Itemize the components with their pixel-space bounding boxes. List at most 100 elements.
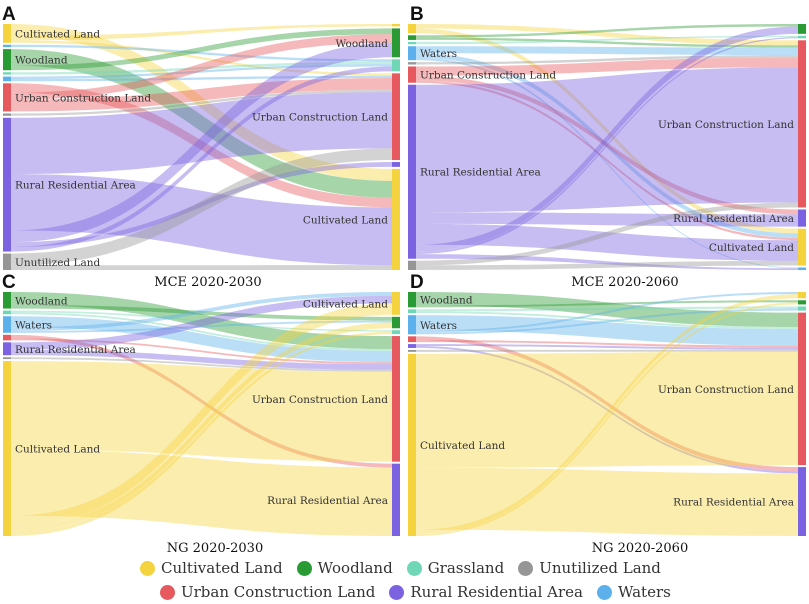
right-node-label: Urban Construction Land bbox=[252, 394, 388, 406]
flow-link-C-7 bbox=[11, 334, 392, 468]
flow-link-A-12 bbox=[11, 89, 392, 116]
left-node-C-grassland bbox=[3, 310, 11, 315]
panel-letter: C bbox=[2, 272, 16, 293]
flow-link-B-5 bbox=[416, 46, 798, 56]
flow-link-B-11 bbox=[416, 80, 798, 241]
flow-link-C-4 bbox=[11, 316, 392, 363]
right-node-label: Urban Construction Land bbox=[252, 112, 388, 124]
right-node-D-grassland bbox=[798, 306, 806, 311]
right-node-A-grassland bbox=[392, 59, 400, 72]
legend-label-grassland: Grassland bbox=[427, 559, 505, 577]
legend-dot-unutilized bbox=[518, 560, 534, 576]
panel-title: NG 2020-2030 bbox=[167, 541, 263, 556]
right-node-label: Rural Residential Area bbox=[673, 497, 794, 509]
links-D bbox=[416, 292, 798, 536]
flow-link-C-16 bbox=[11, 331, 392, 536]
flow-link-B-3 bbox=[416, 37, 798, 48]
left-node-C-rural bbox=[3, 342, 11, 356]
flow-link-A-15 bbox=[11, 42, 392, 243]
left-node-label: Unutilized Land bbox=[15, 257, 100, 269]
flow-link-A-19 bbox=[11, 265, 392, 270]
legend: Cultivated Land Woodland Grassland Unuti… bbox=[140, 556, 700, 604]
flow-link-C-6 bbox=[11, 320, 392, 333]
flow-link-B-4 bbox=[416, 35, 798, 45]
left-node-label: Woodland bbox=[15, 295, 68, 307]
links-A bbox=[11, 24, 392, 270]
flow-link-B-15 bbox=[416, 26, 798, 252]
left-node-D-urban bbox=[408, 336, 416, 343]
left-node-D-woodland bbox=[408, 292, 416, 308]
flow-link-D-6 bbox=[416, 308, 798, 335]
panel-letter: B bbox=[410, 4, 424, 25]
flow-link-D-15 bbox=[416, 302, 798, 536]
flow-link-D-12 bbox=[416, 351, 798, 468]
legend-label-rural: Rural Residential Area bbox=[410, 583, 583, 601]
left-node-D-cultivated bbox=[408, 353, 416, 536]
left-node-C-waters bbox=[3, 316, 11, 333]
left-node-D-unutilized bbox=[408, 349, 416, 352]
flow-link-A-16 bbox=[11, 162, 392, 247]
flow-link-C-5 bbox=[11, 292, 392, 331]
panel-letter: A bbox=[2, 4, 16, 25]
left-node-D-grassland bbox=[408, 309, 416, 314]
flow-link-D-14 bbox=[416, 294, 798, 534]
right-node-B-woodland bbox=[798, 24, 806, 34]
flow-link-C-9 bbox=[11, 295, 392, 350]
left-node-B-waters bbox=[408, 46, 416, 61]
flow-link-A-7 bbox=[11, 64, 392, 79]
left-node-label: Rural Residential Area bbox=[15, 180, 136, 192]
left-node-label: Cultivated Land bbox=[15, 444, 100, 456]
right-node-B-grassland bbox=[798, 35, 806, 39]
panel-C: Woodland Waters Rural Residential Area Cult… bbox=[2, 272, 400, 556]
left-node-label: Woodland bbox=[420, 295, 473, 307]
left-node-B-grassland bbox=[408, 41, 416, 45]
left-node-C-woodland bbox=[3, 292, 11, 309]
left-node-label: Waters bbox=[420, 48, 457, 60]
legend-item-grassland: Grassland bbox=[406, 559, 505, 577]
flow-link-B-12 bbox=[416, 67, 798, 213]
left-node-label: Woodland bbox=[15, 55, 68, 67]
legend-dot-cultivated bbox=[140, 560, 155, 576]
flow-link-D-10 bbox=[416, 346, 798, 474]
flow-link-C-0 bbox=[11, 292, 392, 350]
links-C bbox=[11, 292, 392, 536]
legend-item-woodland: Woodland bbox=[296, 559, 393, 577]
left-node-B-cultivated bbox=[408, 24, 416, 34]
left-node-A-grassland bbox=[3, 72, 11, 75]
legend-item-cultivated: Cultivated Land bbox=[140, 559, 283, 577]
left-node-A-woodland bbox=[3, 49, 11, 71]
left-node-label: Waters bbox=[420, 320, 457, 332]
flow-link-B-19 bbox=[416, 260, 798, 270]
left-node-C-urban bbox=[3, 334, 11, 341]
right-node-A-rural bbox=[392, 162, 400, 167]
links-B bbox=[416, 24, 798, 270]
right-node-C-cultivated bbox=[392, 292, 400, 315]
right-node-D-rural bbox=[798, 467, 806, 536]
legend-dot-grassland bbox=[406, 560, 422, 576]
flow-link-A-0 bbox=[11, 24, 392, 181]
legend-dot-woodland bbox=[296, 560, 312, 576]
panel-title: MCE 2020-2060 bbox=[571, 275, 678, 290]
flow-link-B-14 bbox=[416, 223, 798, 261]
right-node-label: Urban Construction Land bbox=[658, 119, 794, 131]
flow-link-C-3 bbox=[11, 312, 392, 352]
flow-link-A-8 bbox=[11, 75, 392, 82]
right-node-B-waters bbox=[798, 267, 806, 270]
left-node-A-waters bbox=[3, 76, 11, 82]
right-node-D-urban bbox=[798, 312, 806, 466]
left-node-B-unutilized bbox=[408, 62, 416, 65]
left-node-C-unutilized bbox=[3, 357, 11, 360]
flow-link-C-1 bbox=[11, 304, 392, 321]
left-node-label: Rural Residential Area bbox=[15, 344, 136, 356]
flow-link-B-2 bbox=[416, 24, 798, 38]
panel-B: Waters Urban Construction Land Rural Resid… bbox=[408, 4, 806, 290]
flow-link-A-5 bbox=[11, 28, 392, 71]
right-node-label: Cultivated Land bbox=[303, 214, 388, 226]
flow-link-B-17 bbox=[416, 254, 798, 270]
flow-link-C-14 bbox=[11, 303, 392, 527]
flow-link-B-0 bbox=[416, 24, 798, 46]
flow-link-D-5 bbox=[416, 292, 798, 333]
right-node-D-cultivated bbox=[798, 292, 806, 299]
flow-link-A-4 bbox=[11, 49, 392, 198]
